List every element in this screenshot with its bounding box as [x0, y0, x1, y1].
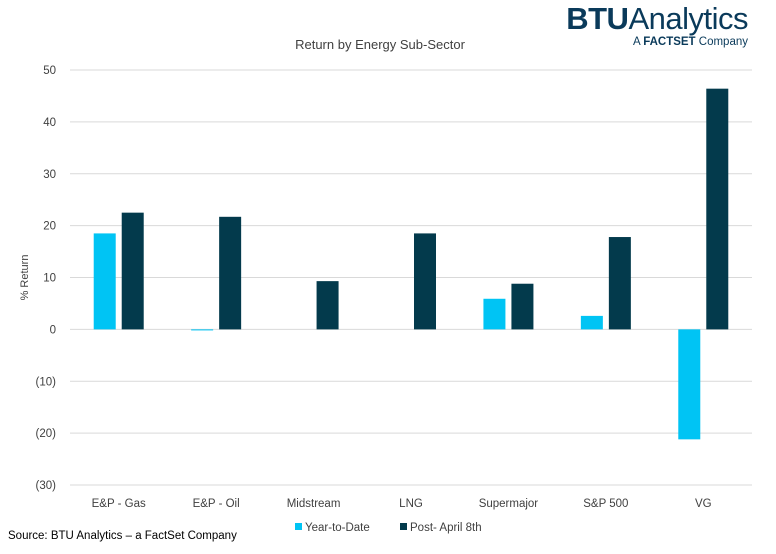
- x-tick-label: S&P 500: [583, 498, 628, 510]
- bar-ytd: [191, 329, 214, 331]
- x-tick-label: VG: [695, 498, 712, 510]
- x-tick-label: E&P - Gas: [92, 498, 146, 510]
- y-tick-label: 10: [43, 273, 56, 285]
- bar-ytd: [678, 329, 701, 440]
- logo-tagline: A FACTSET Company: [566, 35, 748, 49]
- logo-sub-a: A: [632, 36, 640, 48]
- x-tick-label: E&P - Oil: [193, 498, 240, 510]
- legend-label: Year-to-Date: [305, 522, 370, 534]
- source-note: Source: BTU Analytics – a FactSet Compan…: [8, 530, 237, 542]
- y-tick-label: (20): [36, 428, 57, 440]
- btu-analytics-logo: BTUAnalytics A FACTSET Company: [566, 2, 748, 49]
- legend-swatch: [400, 523, 407, 530]
- y-axis-title: % Return: [19, 255, 31, 301]
- legend-label: Post- April 8th: [410, 522, 482, 534]
- bar-ytd: [580, 315, 603, 330]
- bar-post-april: [608, 237, 631, 330]
- bar-ytd: [483, 298, 506, 330]
- y-tick-label: 20: [43, 221, 56, 233]
- bar-post-april: [121, 212, 144, 330]
- y-tick-label: 40: [43, 117, 56, 129]
- y-tick-label: (30): [36, 480, 57, 492]
- x-tick-label: LNG: [399, 498, 423, 510]
- bar-post-april: [706, 88, 729, 330]
- x-tick-label: Supermajor: [479, 498, 539, 510]
- bar-post-april: [414, 233, 436, 330]
- bar-post-april: [511, 283, 534, 330]
- y-tick-label: 50: [43, 65, 56, 77]
- y-tick-label: 30: [43, 169, 56, 181]
- bar-post-april: [316, 281, 339, 330]
- y-tick-label: 0: [50, 324, 56, 336]
- logo-name: Analytics: [628, 1, 748, 36]
- legend-swatch: [295, 523, 302, 530]
- bar-ytd: [93, 233, 116, 330]
- bar-post-april: [219, 216, 242, 330]
- logo-sub-brand: FACTSET: [643, 36, 696, 48]
- chart-title: Return by Energy Sub-Sector: [295, 37, 465, 52]
- logo-wordmark: BTUAnalytics: [566, 2, 748, 36]
- logo-brand: BTU: [566, 1, 629, 36]
- x-tick-label: Midstream: [287, 498, 341, 510]
- logo-sub-company: Company: [698, 36, 748, 48]
- y-tick-label: (10): [36, 376, 57, 388]
